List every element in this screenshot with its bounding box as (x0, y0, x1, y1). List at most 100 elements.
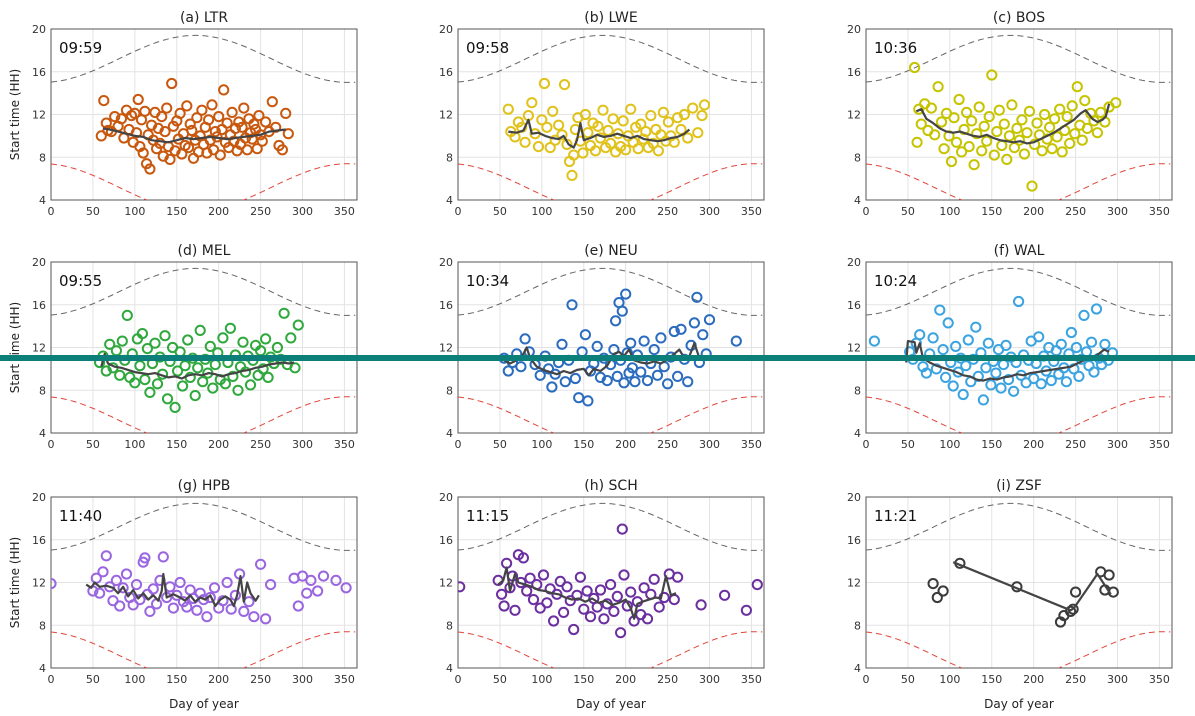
data-point (1008, 385, 1020, 397)
data-point (127, 599, 139, 611)
data-point (276, 144, 288, 156)
data-point (515, 361, 527, 373)
sunset-reference-curve (458, 34, 763, 83)
data-point (648, 344, 660, 356)
data-point (966, 115, 978, 127)
sunset-reference-curve (866, 34, 1171, 83)
data-point (137, 147, 149, 159)
chart-panel-8: 0 50 100 150 200 250 300 350 4 8 12 16 20 (h) SCH 11:1… (439, 478, 765, 686)
data-point (662, 116, 675, 128)
data-point (942, 317, 954, 329)
x-tick-label: 100 (531, 205, 552, 218)
data-point (558, 79, 571, 91)
x-tick-label: 0 (48, 205, 55, 218)
plot-frame (457, 28, 765, 201)
data-point (130, 579, 143, 591)
data-point (504, 582, 516, 594)
data-point (925, 102, 938, 114)
data-point (1036, 145, 1048, 157)
y-tick-label: 12 (847, 109, 861, 122)
data-point (977, 394, 990, 406)
data-point (611, 590, 623, 603)
sunrise-reference-curve (866, 396, 1171, 433)
sunrise-reference-curve (458, 396, 763, 433)
data-point (519, 333, 531, 345)
data-point (626, 362, 639, 374)
chart-panel-5: 0 50 100 150 200 250 300 350 4 8 12 16 20 (e) NEU 10:3… (439, 243, 765, 451)
y-tick-label: 8 (39, 384, 46, 397)
data-point (238, 605, 250, 618)
y-tick-label: 4 (854, 427, 861, 440)
data-point (330, 574, 342, 587)
data-point (1081, 122, 1093, 134)
data-point (1065, 605, 1077, 618)
y-axis-label-row-1: Start time (HH) (8, 69, 22, 160)
data-point (618, 377, 630, 389)
data-point (625, 586, 637, 598)
sunrise-reference-curve (51, 396, 356, 433)
x-tick-label: 350 (1149, 205, 1170, 218)
data-point (496, 588, 508, 600)
data-point (94, 587, 106, 599)
x-tick-label: 300 (1107, 205, 1128, 218)
data-point (940, 371, 952, 383)
x-tick-label: 250 (657, 673, 678, 686)
x-tick-label: 150 (166, 205, 187, 218)
data-point (110, 574, 123, 587)
y-tick-label: 8 (854, 384, 861, 397)
plot-area (866, 502, 1171, 668)
data-point (740, 604, 753, 616)
plot-frame (50, 28, 358, 201)
data-point (927, 332, 939, 344)
x-tick-label: 100 (939, 205, 960, 218)
x-tick-label: 50 (493, 673, 507, 686)
data-point (204, 591, 216, 604)
data-point (559, 376, 571, 388)
x-tick-label: 300 (292, 673, 313, 686)
data-point (1085, 336, 1098, 348)
data-point (144, 605, 156, 618)
data-point (1078, 309, 1090, 321)
running-mean-line (952, 561, 1112, 612)
data-point (179, 360, 191, 372)
data-point (159, 126, 171, 138)
data-point (978, 120, 990, 132)
data-point (534, 602, 546, 614)
y-tick-label: 16 (439, 534, 453, 547)
data-point (549, 368, 561, 380)
x-tick-label: 250 (250, 673, 271, 686)
data-point (647, 137, 659, 149)
chart-panel-6: 0 50 100 150 200 250 300 350 4 8 12 16 20 (f) WAL 10:2… (847, 243, 1173, 451)
sunrise-reference-curve (51, 631, 356, 668)
data-point (260, 613, 272, 625)
data-point (265, 579, 277, 591)
data-point (996, 139, 1008, 152)
x-tick-label: 100 (939, 438, 960, 451)
sunset-reference-curve (51, 267, 356, 316)
data-point (1023, 105, 1036, 117)
data-point (612, 128, 624, 140)
x-tick-label: 150 (573, 438, 594, 451)
panel-title: (a) LTR (180, 10, 228, 26)
data-point (256, 135, 268, 147)
y-tick-label: 20 (847, 491, 861, 504)
y-tick-label: 4 (446, 427, 453, 440)
data-point (161, 102, 173, 114)
data-point (260, 116, 272, 128)
data-point (1018, 148, 1031, 160)
y-tick-label: 20 (32, 23, 46, 36)
data-point (1066, 100, 1078, 112)
data-point (931, 591, 943, 604)
chart-panel-1: 0 50 100 150 200 250 300 350 4 8 12 16 20 (a) LTR 09:5… (32, 10, 358, 218)
plot-area (51, 267, 356, 433)
y-tick-label: 20 (439, 491, 453, 504)
x-tick-label: 0 (48, 673, 55, 686)
y-tick-label: 16 (32, 299, 46, 312)
data-point (164, 153, 176, 165)
data-point (97, 566, 109, 578)
data-point (1033, 331, 1045, 343)
data-point (285, 332, 297, 344)
x-tick-label: 50 (901, 673, 915, 686)
data-point (305, 574, 317, 587)
data-point (1045, 375, 1057, 387)
